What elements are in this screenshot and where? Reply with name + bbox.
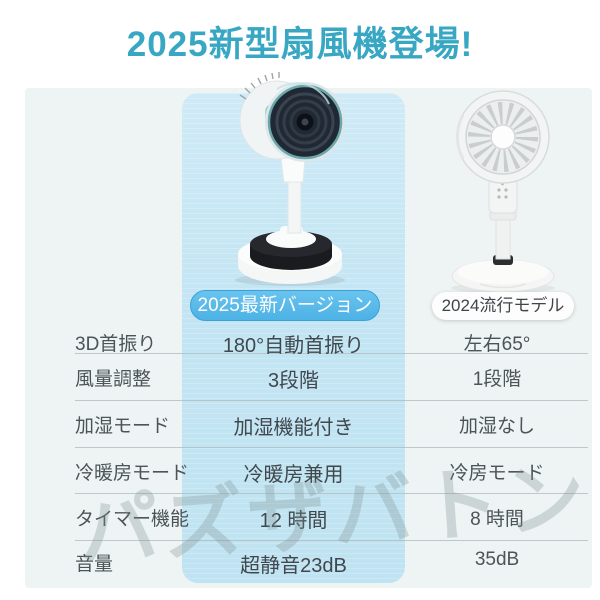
page-title: 2025新型扇風機登場! (126, 25, 474, 64)
row-label: 冷暖房モード (75, 463, 190, 484)
row-label: 音量 (75, 554, 114, 575)
old-model-value: 冷房モード (449, 463, 545, 484)
new-model-value: 加湿機能付き (233, 417, 354, 439)
old-model-value: 35dB (474, 549, 520, 570)
row-label: 風量調整 (75, 369, 152, 390)
old-fan-base (451, 255, 555, 293)
row-label: 加湿モード (75, 416, 171, 437)
new-fan-pole (280, 157, 306, 234)
new-model-value: 冷暖房兼用 (243, 464, 344, 486)
comparison-row-airflow: 風量調整 3段階 1段階 (0, 364, 600, 392)
row-divider (75, 540, 588, 541)
old-model-value: 加湿なし (458, 416, 535, 437)
new-fan-head (239, 72, 345, 162)
comparison-row-noise: 音量 超静音23dB 35dB (0, 549, 600, 577)
row-divider (75, 353, 588, 354)
old-model-value: 左右65° (463, 334, 531, 355)
old-fan-pole (488, 178, 518, 260)
old-model-value: 8 時間 (470, 509, 524, 530)
new-fan-image (235, 72, 345, 286)
new-model-value: 180°自動首振り (222, 335, 365, 357)
old-model-value: 1段階 (472, 369, 522, 390)
row-divider (75, 493, 588, 494)
new-model-value: 3段階 (267, 370, 320, 392)
old-fan-head (455, 90, 550, 184)
old-model-badge: 2024流行モデル (432, 292, 574, 320)
new-model-badge: 2025最新バージョン (190, 290, 380, 321)
comparison-row-heat-cool: 冷暖房モード 冷暖房兼用 冷房モード (0, 458, 600, 486)
comparison-row-humidify: 加湿モード 加湿機能付き 加湿なし (0, 411, 600, 439)
row-divider (75, 400, 588, 401)
row-divider (75, 447, 588, 448)
row-label: タイマー機能 (75, 509, 190, 530)
old-fan-image (451, 90, 555, 293)
new-fan-base (235, 226, 345, 286)
row-label: 3D首振り (75, 334, 157, 355)
new-model-value: 超静音23dB (240, 555, 347, 577)
comparison-row-oscillation: 3D首振り 180°自動首振り 左右65° (0, 329, 600, 357)
new-model-value: 12 時間 (259, 510, 328, 532)
comparison-row-timer: タイマー機能 12 時間 8 時間 (0, 504, 600, 532)
